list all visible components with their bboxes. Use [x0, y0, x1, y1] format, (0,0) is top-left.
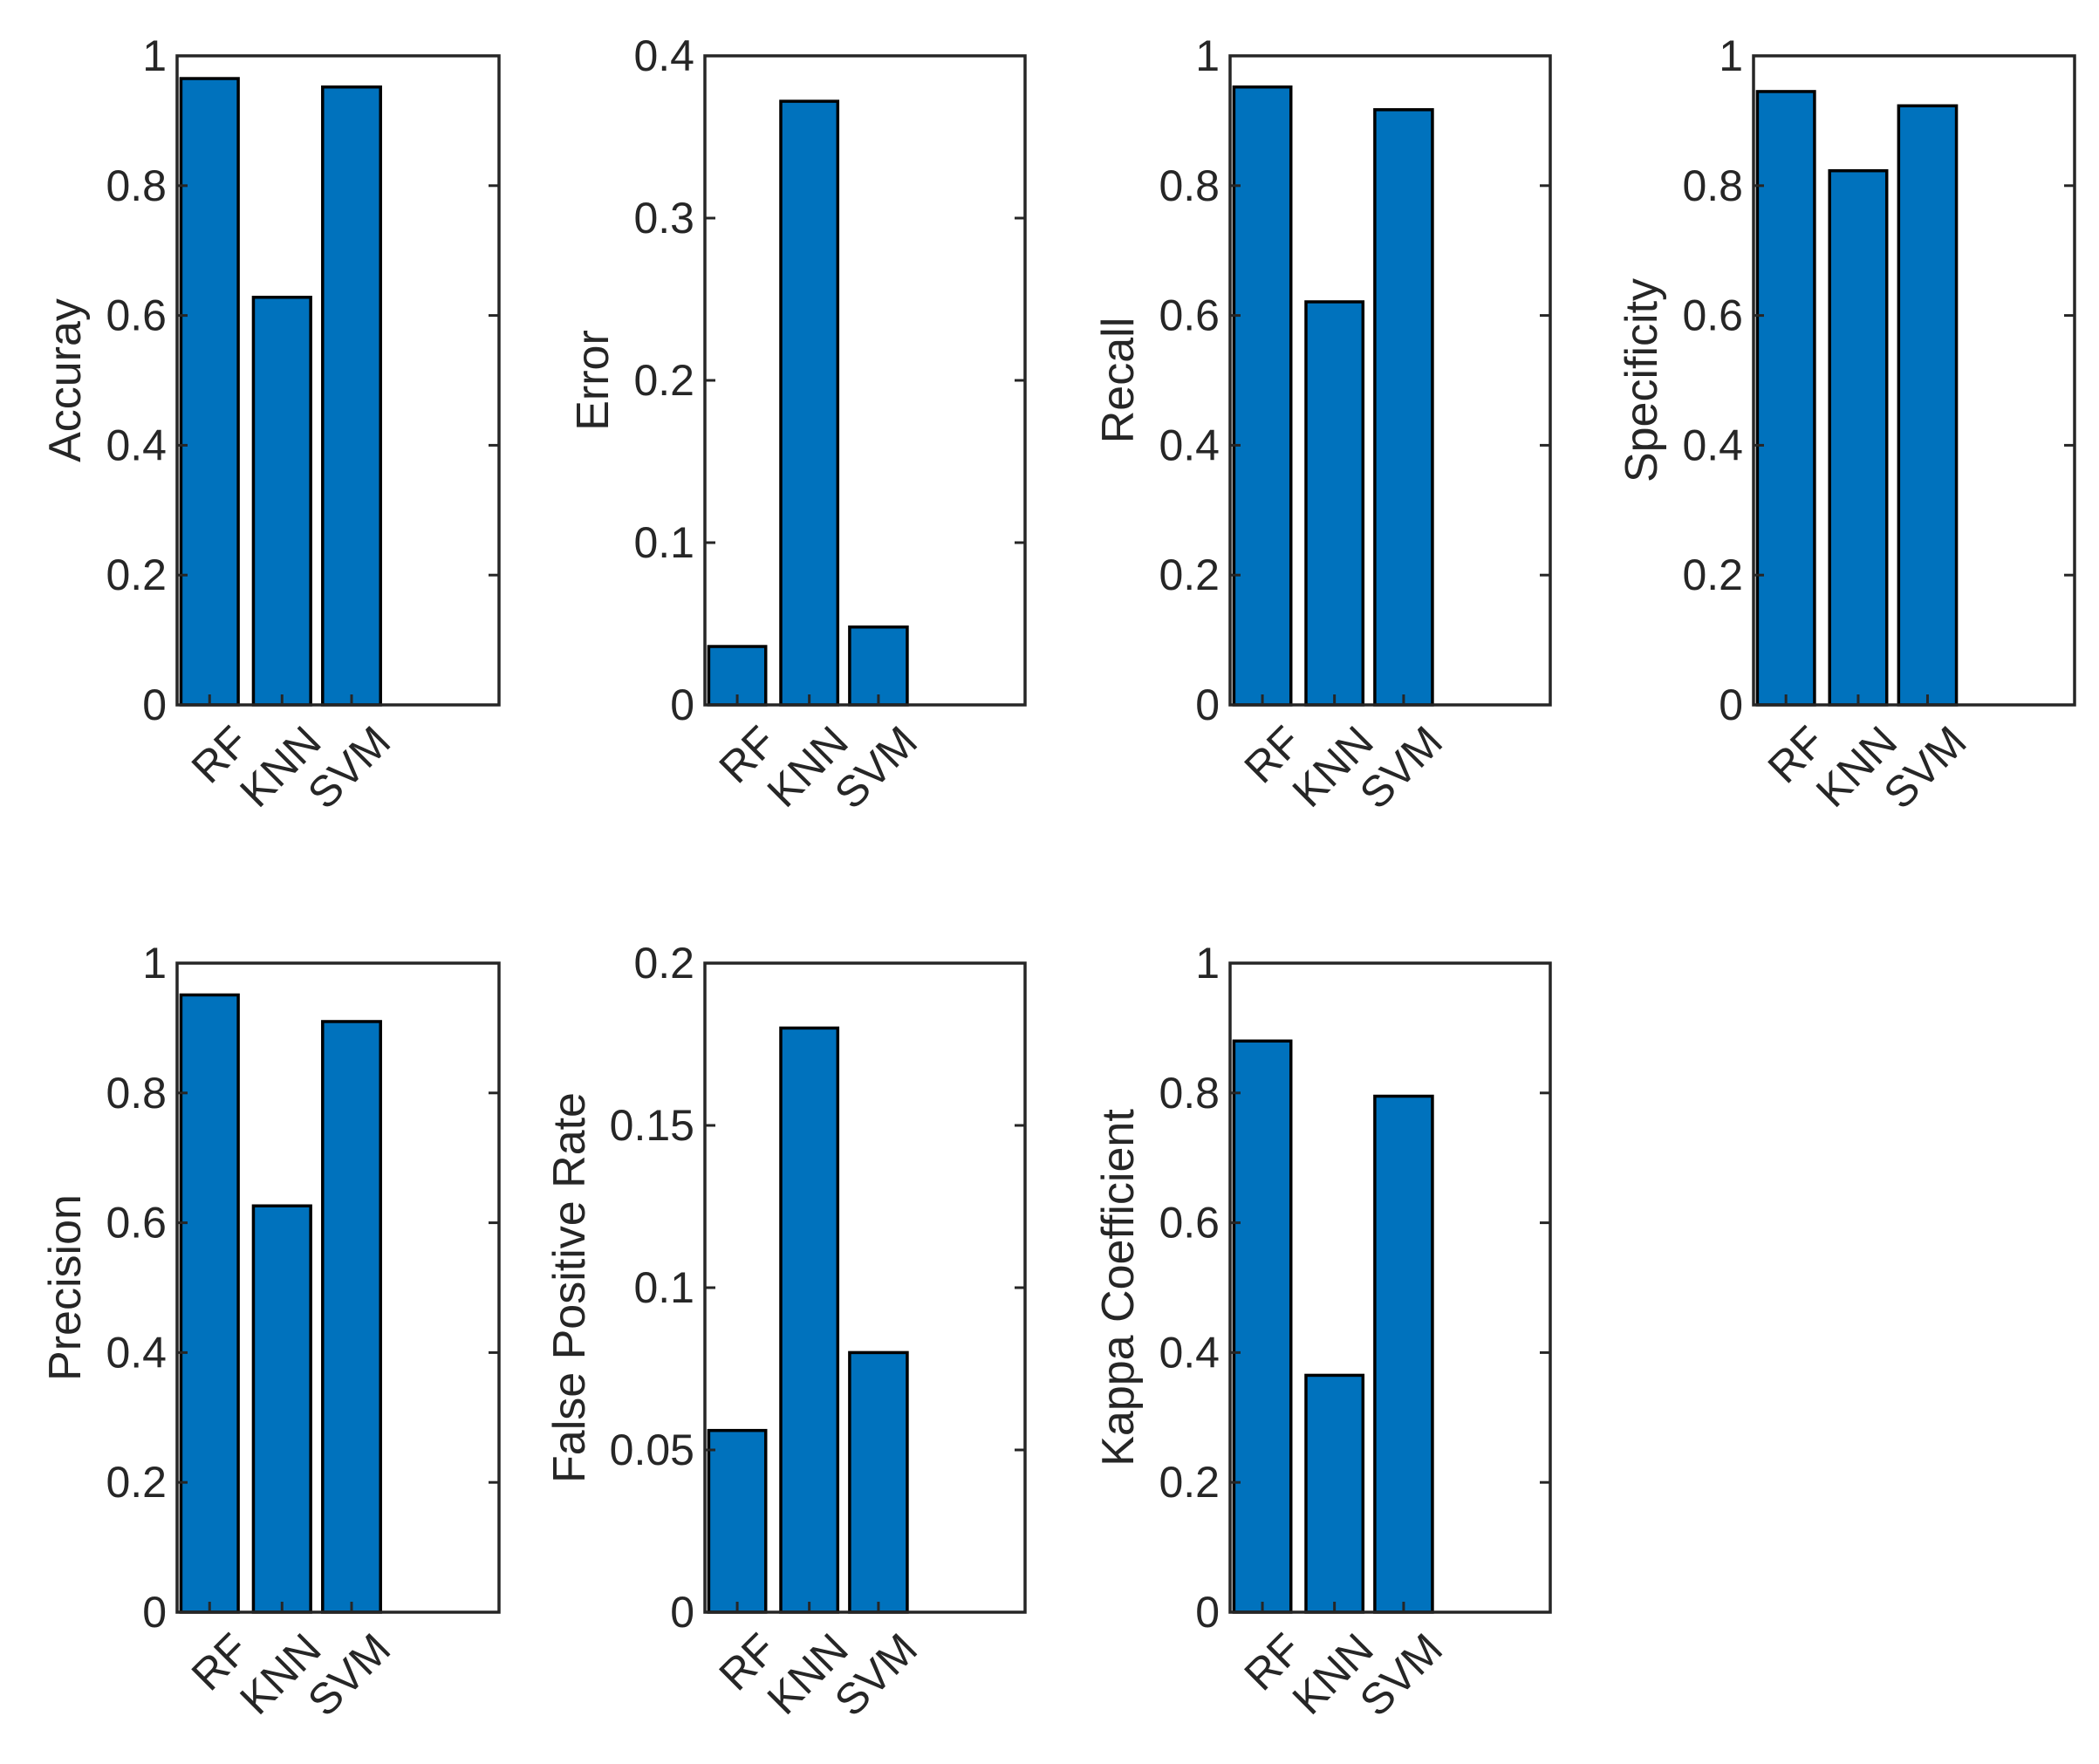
bar-knn	[251, 1204, 312, 1614]
x-tick-label-svm: SVM	[298, 1624, 400, 1726]
y-tick-label: 0	[1195, 1588, 1220, 1637]
y-tick-label: 0.6	[1682, 291, 1743, 340]
y-tick-label: 1	[1719, 31, 1743, 80]
bar-rf	[1232, 85, 1293, 707]
y-tick-label: 1	[142, 31, 167, 80]
y-axis-label: Specificity	[1617, 278, 1667, 482]
y-tick-label: 0	[142, 1588, 167, 1637]
y-tick-label: 0.2	[106, 1458, 167, 1507]
bar-knn	[1304, 1373, 1365, 1614]
x-tick-label-svm: SVM	[1350, 1624, 1452, 1726]
x-tick-label-svm: SVM	[298, 717, 400, 818]
x-tick-label-svm: SVM	[1350, 717, 1452, 818]
y-tick-label: 0.4	[106, 420, 167, 469]
y-tick-label: 0	[1719, 680, 1743, 729]
y-axis-label: False Positive Rate	[544, 1092, 595, 1483]
bar-rf	[179, 77, 240, 707]
y-axis-label: Accuray	[40, 298, 91, 462]
axes-frame	[175, 961, 501, 1614]
axes-frame	[703, 54, 1027, 707]
axes-frame	[175, 54, 501, 707]
bar-knn	[779, 99, 840, 707]
y-tick-label: 0.05	[610, 1426, 694, 1474]
bar-svm	[1373, 108, 1434, 707]
y-axis-label: Kappa Coefficient	[1093, 1109, 1144, 1467]
y-tick-label: 0.2	[633, 939, 694, 988]
y-tick-label: 0.8	[1159, 161, 1220, 210]
y-tick-label: 0.2	[106, 550, 167, 599]
y-tick-label: 1	[142, 939, 167, 988]
y-tick-label: 0.6	[1159, 291, 1220, 340]
y-axis-label: Error	[568, 330, 619, 431]
bar-svm	[848, 625, 909, 707]
y-tick-label: 0.4	[1159, 1328, 1220, 1377]
y-tick-label: 0.4	[1682, 420, 1743, 469]
bar-rf	[179, 993, 240, 1614]
bar-svm	[1373, 1094, 1434, 1614]
bar-svm	[1897, 104, 1959, 707]
y-tick-label: 0.1	[633, 518, 694, 567]
y-tick-label: 0.2	[1682, 550, 1743, 599]
bar-knn	[779, 1026, 840, 1614]
y-tick-label: 0	[670, 1588, 694, 1637]
x-tick-label-svm: SVM	[1874, 717, 1975, 818]
y-tick-label: 0.1	[633, 1263, 694, 1312]
y-tick-label: 0	[670, 680, 694, 729]
y-tick-label: 0.2	[1159, 550, 1220, 599]
bar-svm	[321, 85, 382, 707]
bar-rf	[1755, 90, 1816, 707]
y-tick-label: 0.3	[633, 194, 694, 243]
y-tick-label: 0.8	[106, 1069, 167, 1118]
y-tick-label: 0.4	[633, 31, 694, 80]
y-tick-label: 0.4	[106, 1328, 167, 1377]
bar-svm	[321, 1020, 382, 1614]
bar-rf	[707, 1428, 768, 1614]
bar-rf	[1232, 1039, 1293, 1614]
bar-svm	[848, 1350, 909, 1614]
y-tick-label: 0.2	[633, 356, 694, 405]
y-tick-label: 0.6	[106, 1199, 167, 1248]
y-tick-label: 0	[142, 680, 167, 729]
y-tick-label: 0.4	[1159, 420, 1220, 469]
bar-knn	[1304, 300, 1365, 707]
axes-frame	[1228, 961, 1552, 1614]
y-tick-label: 0	[1195, 680, 1220, 729]
y-tick-label: 0.8	[1159, 1069, 1220, 1118]
y-tick-label: 0.6	[106, 291, 167, 340]
axes-frame	[1228, 54, 1552, 707]
y-axis-label: Precision	[40, 1194, 91, 1381]
y-tick-label: 1	[1195, 31, 1220, 80]
bar-knn	[251, 296, 312, 707]
y-tick-label: 0.8	[1682, 161, 1743, 210]
y-axis-label: Recall	[1093, 318, 1144, 444]
y-tick-label: 1	[1195, 939, 1220, 988]
bar-knn	[1828, 168, 1889, 707]
x-tick-label-svm: SVM	[825, 717, 926, 818]
y-tick-label: 0.2	[1159, 1458, 1220, 1507]
axes-frame	[1752, 54, 2076, 707]
x-tick-label-svm: SVM	[825, 1624, 926, 1726]
y-tick-label: 0.6	[1159, 1199, 1220, 1248]
y-tick-label: 0.8	[106, 161, 167, 210]
y-tick-label: 0.15	[610, 1101, 694, 1150]
